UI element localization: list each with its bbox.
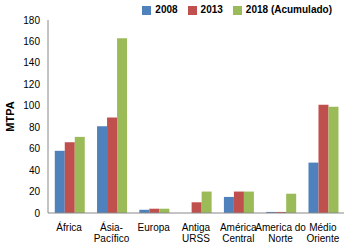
html-text:2013: 2013 <box>200 4 223 15</box>
svg-text:180: 180 <box>23 15 40 26</box>
svg-text:0: 0 <box>34 208 40 219</box>
svg-text:20: 20 <box>29 186 41 197</box>
svg-text:África: África <box>56 221 82 233</box>
svg-text:MTPA: MTPA <box>8 101 16 131</box>
svg-text:Central: Central <box>222 233 254 243</box>
svg-text:URSS: URSS <box>182 233 210 243</box>
svg-text:Ásia-: Ásia- <box>100 221 123 233</box>
svg-text:140: 140 <box>23 57 40 68</box>
svg-text:Oriente: Oriente <box>306 233 339 243</box>
html-text:2018 (Acumulado): 2018 (Acumulado) <box>245 4 332 15</box>
svg-text:60: 60 <box>29 143 41 154</box>
svg-text:Antiga: Antiga <box>182 222 211 233</box>
html-text:2008: 2008 <box>155 4 178 15</box>
svg-text:100: 100 <box>23 100 40 111</box>
svg-text:80: 80 <box>29 122 41 133</box>
svg-text:Norte: Norte <box>268 233 293 243</box>
svg-text:América: América <box>220 222 257 233</box>
svg-text:40: 40 <box>29 165 41 176</box>
svg-text:120: 120 <box>23 79 40 90</box>
svg-text:160: 160 <box>23 36 40 47</box>
svg-text:Pacífico: Pacífico <box>94 233 130 243</box>
svg-text:Médio: Médio <box>309 222 337 233</box>
svg-text:America do: America do <box>255 222 306 233</box>
svg-text:Europa: Europa <box>138 222 171 233</box>
